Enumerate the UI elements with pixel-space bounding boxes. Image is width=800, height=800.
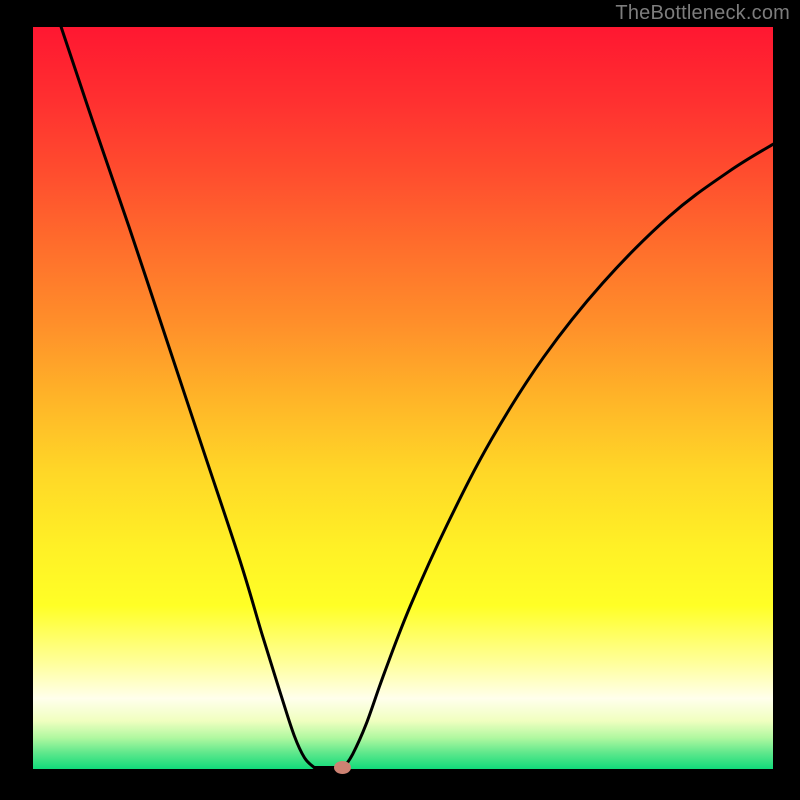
plot-area [33,27,773,769]
curve-svg [33,27,773,769]
curve-path [344,144,773,767]
watermark-text: TheBottleneck.com [615,2,790,25]
curve-path [61,27,314,768]
minimum-marker [334,761,351,774]
chart-container: TheBottleneck.com [0,0,800,800]
